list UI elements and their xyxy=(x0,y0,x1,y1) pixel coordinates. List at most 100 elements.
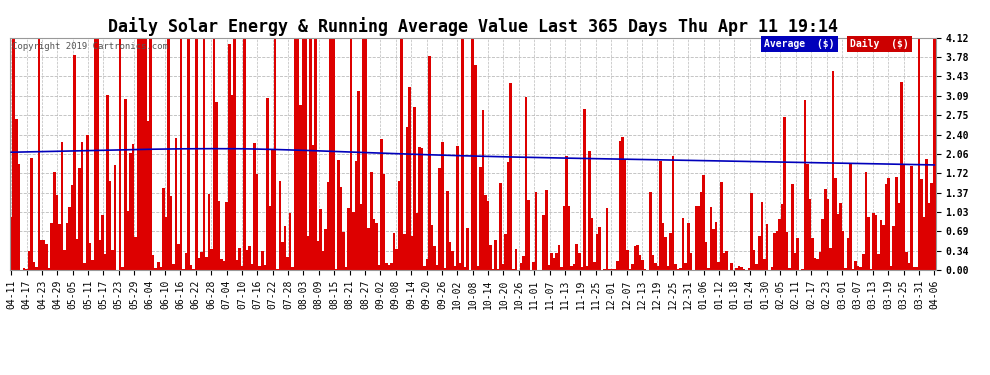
Bar xyxy=(773,232,776,270)
Bar xyxy=(23,267,25,270)
Bar xyxy=(294,38,296,270)
Bar xyxy=(65,223,68,270)
Bar xyxy=(875,215,877,270)
Bar xyxy=(159,267,162,270)
Bar xyxy=(464,267,466,270)
Bar xyxy=(413,107,416,270)
Bar xyxy=(218,201,221,270)
Bar xyxy=(723,254,725,270)
Bar xyxy=(284,226,286,270)
Bar xyxy=(476,266,479,270)
Bar xyxy=(520,263,522,270)
Bar xyxy=(862,254,864,270)
Bar xyxy=(560,267,562,270)
Bar xyxy=(190,265,192,270)
Bar xyxy=(167,38,169,270)
Bar xyxy=(30,158,33,270)
Bar xyxy=(195,38,198,270)
Bar xyxy=(281,242,284,270)
Bar xyxy=(327,182,330,270)
Bar xyxy=(185,253,187,270)
Bar xyxy=(418,147,421,270)
Bar xyxy=(494,240,497,270)
Bar xyxy=(651,255,654,270)
Bar xyxy=(10,217,13,270)
Text: Average  ($): Average ($) xyxy=(764,39,835,49)
Bar xyxy=(36,267,38,270)
Bar xyxy=(330,38,332,270)
Bar xyxy=(451,251,453,270)
Bar xyxy=(872,213,875,270)
Bar xyxy=(654,262,656,270)
Bar xyxy=(702,176,705,270)
Bar xyxy=(846,238,849,270)
Bar xyxy=(763,259,765,270)
Bar xyxy=(479,167,481,270)
Bar xyxy=(244,38,246,270)
Bar xyxy=(842,231,844,270)
Bar xyxy=(169,196,172,270)
Bar xyxy=(41,240,43,270)
Bar xyxy=(296,38,299,270)
Bar xyxy=(742,269,745,270)
Bar xyxy=(441,142,444,270)
Bar xyxy=(385,263,388,270)
Bar xyxy=(750,194,753,270)
Bar xyxy=(713,229,715,270)
Bar xyxy=(461,38,464,270)
Bar xyxy=(565,156,568,270)
Bar xyxy=(446,191,448,270)
Bar xyxy=(926,159,928,270)
Bar xyxy=(132,144,135,270)
Bar xyxy=(436,265,439,270)
Bar xyxy=(487,201,489,270)
Bar xyxy=(233,38,236,270)
Bar xyxy=(135,237,137,270)
Bar xyxy=(111,250,114,270)
Bar xyxy=(119,38,122,270)
Bar xyxy=(580,267,583,270)
Bar xyxy=(806,164,809,270)
Bar xyxy=(859,267,862,270)
Bar xyxy=(263,264,266,270)
Bar xyxy=(557,245,560,270)
Bar xyxy=(411,236,413,270)
Bar xyxy=(145,38,147,270)
Bar xyxy=(154,267,157,270)
Bar xyxy=(804,100,806,270)
Bar xyxy=(314,38,317,270)
Bar xyxy=(840,203,842,270)
Bar xyxy=(362,38,365,270)
Bar xyxy=(337,160,340,270)
Bar xyxy=(177,244,180,270)
Bar xyxy=(96,38,99,270)
Bar xyxy=(200,252,203,270)
Bar xyxy=(844,268,846,270)
Text: Copyright 2019 Cartronics.com: Copyright 2019 Cartronics.com xyxy=(12,42,167,51)
Bar xyxy=(890,266,892,270)
Bar xyxy=(291,267,294,270)
Bar xyxy=(913,267,916,270)
Bar xyxy=(180,38,182,270)
Bar xyxy=(679,268,682,270)
Bar xyxy=(824,189,827,270)
Bar xyxy=(837,214,840,270)
Bar xyxy=(791,184,794,270)
Bar xyxy=(276,269,279,270)
Bar xyxy=(624,160,626,270)
Bar xyxy=(367,228,370,270)
Bar xyxy=(142,38,145,270)
Bar xyxy=(439,168,441,270)
Bar xyxy=(603,269,606,270)
Bar xyxy=(231,95,233,270)
Bar xyxy=(13,38,15,270)
Bar xyxy=(596,234,598,270)
Bar xyxy=(908,262,910,270)
Bar xyxy=(707,268,710,270)
Bar xyxy=(741,267,742,270)
Bar xyxy=(448,242,451,270)
Bar xyxy=(832,71,835,270)
Bar xyxy=(731,263,733,270)
Bar xyxy=(63,250,65,270)
Bar xyxy=(137,38,140,270)
